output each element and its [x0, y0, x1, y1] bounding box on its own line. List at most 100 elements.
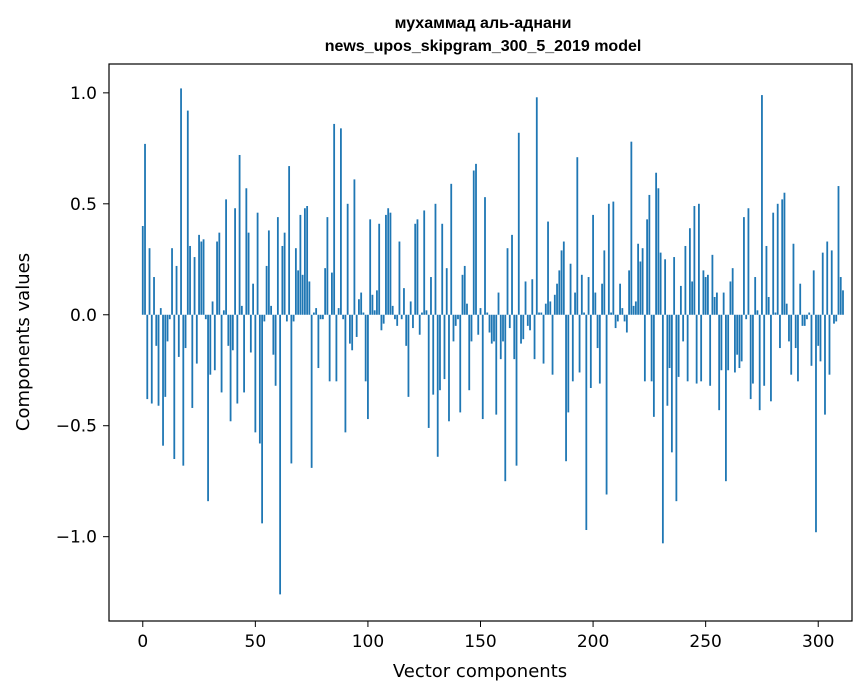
bar: [193, 257, 196, 315]
bar: [171, 248, 173, 315]
bar: [430, 277, 432, 315]
bar: [148, 248, 151, 315]
bar: [799, 283, 802, 315]
y-tick-label: −1.0: [56, 528, 97, 548]
bar: [695, 314, 698, 384]
bar: [173, 314, 176, 459]
bar: [727, 314, 730, 371]
bar: [535, 97, 538, 315]
bar: [355, 314, 358, 337]
bar: [698, 203, 700, 315]
bar: [605, 314, 608, 495]
bar: [833, 314, 835, 324]
bar: [380, 314, 383, 331]
bar: [283, 232, 286, 315]
bar: [621, 308, 624, 315]
bar: [290, 314, 293, 464]
bar: [150, 314, 153, 404]
bar: [371, 294, 374, 315]
bar: [484, 197, 486, 315]
bar: [794, 314, 797, 349]
bar: [673, 257, 676, 315]
bar: [670, 314, 673, 453]
bar: [826, 241, 829, 315]
bar: [549, 301, 552, 315]
bar: [213, 314, 216, 371]
bar: [616, 314, 619, 322]
bar: [285, 314, 288, 322]
y-axis-ticks: −1.0 −0.5 0.0 0.5 1.0: [56, 84, 109, 548]
bar: [475, 163, 477, 315]
bar: [583, 312, 585, 315]
bar: [772, 212, 775, 315]
bar: [580, 274, 583, 315]
bar: [479, 308, 482, 315]
bar: [781, 199, 784, 315]
bar: [319, 314, 322, 320]
bar: [432, 314, 435, 395]
bar: [643, 314, 646, 382]
bar: [722, 292, 725, 315]
bar: [144, 143, 146, 315]
bar: [470, 314, 473, 342]
bar: [436, 314, 439, 457]
bar: [803, 314, 806, 326]
bar: [459, 314, 462, 413]
bar: [409, 301, 412, 315]
bar: [353, 179, 356, 315]
bar: [454, 314, 457, 326]
bar: [743, 217, 745, 315]
bar: [499, 314, 502, 360]
bar: [477, 314, 480, 335]
bar: [166, 314, 169, 342]
bar: [175, 265, 178, 315]
bar: [720, 314, 723, 371]
bar: [740, 314, 743, 362]
bar: [664, 259, 667, 315]
bar: [652, 314, 655, 417]
bar: [596, 314, 599, 349]
bar: [707, 274, 709, 315]
bar: [243, 314, 245, 393]
bar: [839, 277, 842, 315]
bar: [452, 314, 455, 342]
bar: [601, 283, 603, 315]
bar: [666, 314, 669, 406]
bar: [677, 314, 680, 377]
bar: [767, 297, 770, 315]
bar: [675, 314, 678, 502]
bar: [646, 219, 649, 315]
bar: [702, 270, 705, 315]
bar: [141, 226, 144, 315]
bar: [180, 88, 182, 315]
bar: [587, 277, 590, 315]
bar: [292, 314, 295, 322]
bar: [515, 314, 518, 466]
bar: [157, 314, 160, 406]
bar: [378, 223, 381, 315]
x-tick-label: 0: [137, 632, 148, 652]
bar: [776, 203, 779, 315]
bar: [763, 314, 766, 386]
bar: [288, 166, 291, 315]
bar: [351, 314, 354, 351]
bar: [218, 232, 221, 315]
bar: [738, 314, 741, 369]
bar: [468, 314, 471, 391]
bar: [612, 201, 615, 315]
bar: [450, 183, 453, 315]
bar: [441, 223, 444, 315]
y-axis-label: Components values: [13, 253, 34, 431]
bar: [373, 310, 376, 315]
bar: [421, 312, 423, 315]
bar: [792, 243, 795, 315]
bar: [610, 312, 612, 315]
bar: [607, 203, 610, 315]
bar: [254, 314, 257, 433]
bar: [808, 312, 811, 315]
bar: [594, 292, 597, 315]
bar: [540, 312, 543, 315]
bar: [754, 277, 757, 315]
bar: [416, 219, 419, 315]
